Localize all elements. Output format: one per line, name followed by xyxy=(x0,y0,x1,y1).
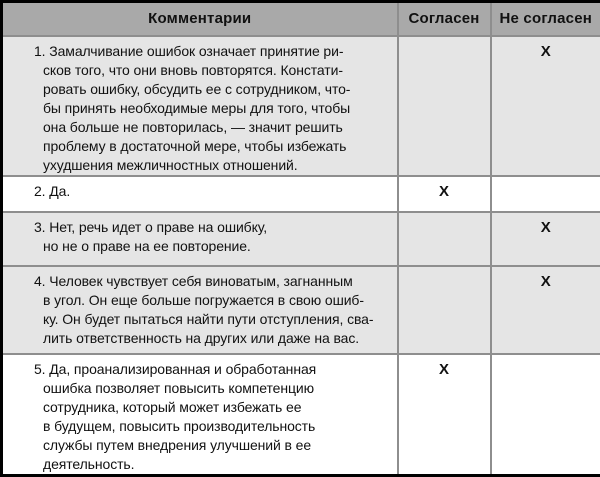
disagree-mark-cell: X xyxy=(491,212,600,266)
comment-cell: 3. Нет, речь идет о праве на ошибку, но … xyxy=(2,212,398,266)
table-row: 5. Да, проанализированная и обработанная… xyxy=(2,354,600,476)
disagree-mark-cell xyxy=(491,354,600,476)
disagree-mark-cell xyxy=(491,176,600,212)
comment-cell: 5. Да, проанализированная и обработанная… xyxy=(2,354,398,476)
agree-mark-cell: X xyxy=(398,354,491,476)
column-header-disagree: Не согласен xyxy=(491,2,600,36)
agree-mark-cell xyxy=(398,266,491,354)
table-row: 3. Нет, речь идет о праве на ошибку, но … xyxy=(2,212,600,266)
column-header-agree: Согласен xyxy=(398,2,491,36)
comment-cell: 4. Человек чувствует себя виноватым, заг… xyxy=(2,266,398,354)
agree-mark-cell xyxy=(398,212,491,266)
disagree-mark-cell: X xyxy=(491,266,600,354)
table-header-row: Комментарии Согласен Не согласен xyxy=(2,2,600,36)
comment-cell: 1. Замалчивание ошибок означает принятие… xyxy=(2,36,398,176)
agree-mark-cell: X xyxy=(398,176,491,212)
comment-cell: 2. Да. xyxy=(2,176,398,212)
table-row: 4. Человек чувствует себя виноватым, заг… xyxy=(2,266,600,354)
disagree-mark-cell: X xyxy=(491,36,600,176)
column-header-comments: Комментарии xyxy=(2,2,398,36)
table-row: 2. Да. X xyxy=(2,176,600,212)
table-row: 1. Замалчивание ошибок означает принятие… xyxy=(2,36,600,176)
agree-mark-cell xyxy=(398,36,491,176)
